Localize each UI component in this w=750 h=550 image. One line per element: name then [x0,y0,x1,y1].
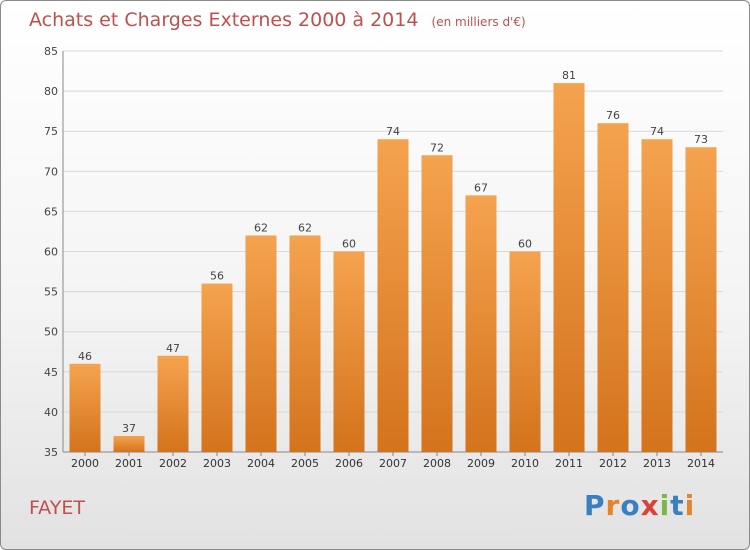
x-tick-label: 2000 [71,457,99,470]
chart-title: Achats et Charges Externes 2000 à 2014 [29,9,419,31]
y-tick-label: 50 [44,326,58,339]
data-label: 67 [474,181,488,194]
x-tick-label: 2013 [643,457,671,470]
proxiti-logo: Proxiti [584,489,696,522]
data-label: 46 [78,350,92,363]
y-tick-label: 55 [44,286,58,299]
data-label: 73 [694,133,708,146]
x-tick-label: 2004 [247,457,275,470]
y-tick-label: 45 [44,366,58,379]
x-tick-label: 2003 [203,457,231,470]
bar-2006 [333,251,365,452]
bar-2001 [113,435,145,452]
data-label: 47 [166,342,180,355]
bar-2013 [641,139,673,452]
bar-2004 [245,235,277,452]
bar-2008 [421,155,453,452]
data-label: 74 [650,125,664,138]
data-label: 74 [386,125,400,138]
title-row: Achats et Charges Externes 2000 à 2014 (… [29,9,526,31]
bar-2002 [157,355,189,452]
data-label: 62 [254,221,268,234]
data-label: 37 [122,422,136,435]
place-name: FAYET [29,497,85,519]
x-tick-label: 2011 [555,457,583,470]
y-tick-label: 65 [44,205,58,218]
y-tick-label: 70 [44,165,58,178]
x-tick-label: 2005 [291,457,319,470]
y-tick-label: 60 [44,246,58,259]
data-label: 56 [210,270,224,283]
data-label: 81 [562,69,576,82]
x-tick-label: 2010 [511,457,539,470]
data-label: 60 [342,238,356,251]
x-tick-label: 2007 [379,457,407,470]
y-tick-label: 35 [44,446,58,459]
bar-2000 [69,363,101,452]
bar-2012 [597,123,629,453]
bar-2005 [289,235,321,452]
x-tick-label: 2012 [599,457,627,470]
x-tick-label: 2014 [687,457,715,470]
bar-2009 [465,195,497,453]
y-tick-label: 80 [44,85,58,98]
x-tick-label: 2006 [335,457,363,470]
x-tick-label: 2009 [467,457,495,470]
x-tick-label: 2008 [423,457,451,470]
y-tick-label: 40 [44,406,58,419]
data-label: 60 [518,238,532,251]
bar-2014 [685,147,717,453]
y-tick-label: 75 [44,125,58,138]
data-label: 72 [430,141,444,154]
bar-2003 [201,283,233,452]
data-label: 62 [298,221,312,234]
x-tick-label: 2001 [115,457,143,470]
x-tick-label: 2002 [159,457,187,470]
chart-unit: (en milliers d'€) [431,15,526,29]
bar-2007 [377,139,409,452]
y-tick-label: 85 [44,45,58,58]
bar-2010 [509,251,541,452]
data-label: 76 [606,109,620,122]
bar-2011 [553,83,585,452]
